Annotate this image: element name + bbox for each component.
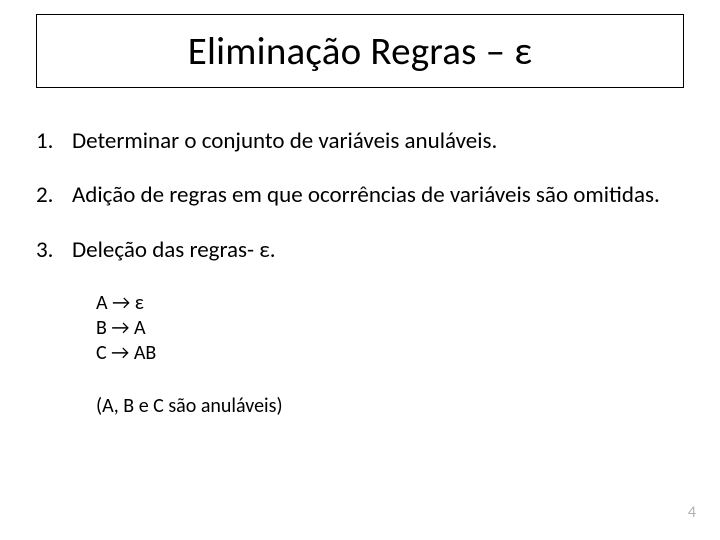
list-item: Adição de regras em que ocorrências de v… <box>36 182 684 208</box>
slide: Eliminação Regras – ε Determinar o conju… <box>0 0 720 540</box>
list-item: Determinar o conjunto de variáveis anulá… <box>36 128 684 154</box>
rule-line: C → AB <box>96 341 684 366</box>
rule-line: B → A <box>96 316 684 341</box>
rule-line: A → ε <box>96 291 684 316</box>
slide-title: Eliminação Regras – ε <box>188 28 532 75</box>
numbered-list: Determinar o conjunto de variáveis anulá… <box>36 128 684 263</box>
list-item: Deleção das regras- ε. <box>36 237 684 263</box>
list-item-text: Deleção das regras- ε. <box>72 236 276 264</box>
title-box: Eliminação Regras – ε <box>36 14 684 88</box>
note-block: (A, B e C são anuláveis) <box>96 394 684 418</box>
page-number: 4 <box>688 503 696 522</box>
rules-block: A → ε B → A C → AB <box>96 291 684 366</box>
content-area: Determinar o conjunto de variáveis anulá… <box>36 128 684 418</box>
list-item-text: Determinar o conjunto de variáveis anulá… <box>72 127 497 155</box>
list-item-text: Adição de regras em que ocorrências de v… <box>72 181 660 209</box>
note-text: (A, B e C são anuláveis) <box>96 394 283 418</box>
